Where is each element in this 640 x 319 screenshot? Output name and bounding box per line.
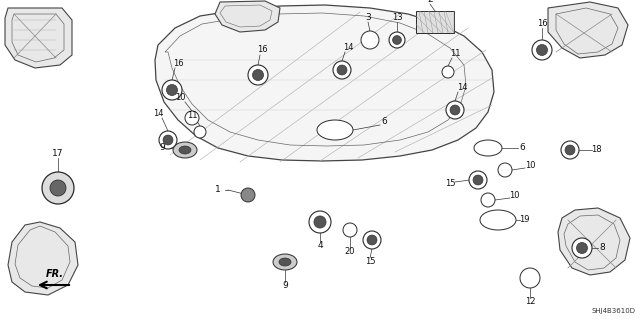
Circle shape [392,36,401,44]
Text: 11: 11 [187,110,197,120]
Circle shape [577,242,588,254]
Circle shape [450,105,460,115]
Text: 11: 11 [450,49,460,58]
Text: 2: 2 [427,0,433,4]
Circle shape [481,193,495,207]
Text: 4: 4 [317,241,323,250]
Ellipse shape [317,120,353,140]
Polygon shape [548,2,628,58]
Text: 9: 9 [159,144,165,152]
Polygon shape [155,5,494,161]
Ellipse shape [273,254,297,270]
Text: 15: 15 [445,179,455,188]
Polygon shape [5,8,72,68]
Text: 14: 14 [457,84,467,93]
Circle shape [389,32,405,48]
Ellipse shape [279,258,291,266]
Circle shape [159,131,177,149]
Circle shape [367,235,377,245]
Ellipse shape [179,146,191,154]
Circle shape [248,65,268,85]
Text: 14: 14 [343,43,353,53]
Text: 6: 6 [519,144,525,152]
Text: 6: 6 [381,117,387,127]
Circle shape [333,61,351,79]
Circle shape [363,231,381,249]
Ellipse shape [480,210,516,230]
Circle shape [532,40,552,60]
Circle shape [253,70,264,80]
Circle shape [561,141,579,159]
Polygon shape [558,208,630,275]
Text: 17: 17 [52,149,64,158]
Text: 16: 16 [537,19,547,27]
Circle shape [572,238,592,258]
Circle shape [520,268,540,288]
Circle shape [241,188,255,202]
Text: 14: 14 [153,109,163,118]
Circle shape [442,66,454,78]
Text: SHJ4B3610D: SHJ4B3610D [591,308,635,314]
Circle shape [536,44,547,56]
Text: 1: 1 [215,186,221,195]
Circle shape [194,126,206,138]
Text: 8: 8 [599,243,605,253]
Text: 16: 16 [257,46,268,55]
Text: 10: 10 [175,93,185,102]
Ellipse shape [173,142,197,158]
Text: 16: 16 [173,60,183,69]
Text: 10: 10 [525,160,535,169]
Text: 13: 13 [392,13,403,23]
Circle shape [314,216,326,228]
Text: 19: 19 [519,216,529,225]
Circle shape [42,172,74,204]
Text: FR.: FR. [46,269,64,279]
Circle shape [50,180,66,196]
Circle shape [361,31,379,49]
Circle shape [498,163,512,177]
Circle shape [163,135,173,145]
Circle shape [185,111,199,125]
Circle shape [473,175,483,185]
Text: 15: 15 [365,257,375,266]
Circle shape [469,171,487,189]
Text: 20: 20 [345,248,355,256]
Polygon shape [215,1,280,32]
Ellipse shape [474,140,502,156]
Text: 9: 9 [282,281,288,291]
Polygon shape [8,222,78,295]
Text: 10: 10 [509,191,519,201]
Circle shape [343,223,357,237]
Circle shape [309,211,331,233]
Text: 12: 12 [525,298,535,307]
Circle shape [565,145,575,155]
Circle shape [446,101,464,119]
Circle shape [337,65,347,75]
Text: 18: 18 [591,145,602,154]
Circle shape [162,80,182,100]
Bar [416,11,454,33]
Text: 3: 3 [365,13,371,23]
Circle shape [166,85,177,95]
